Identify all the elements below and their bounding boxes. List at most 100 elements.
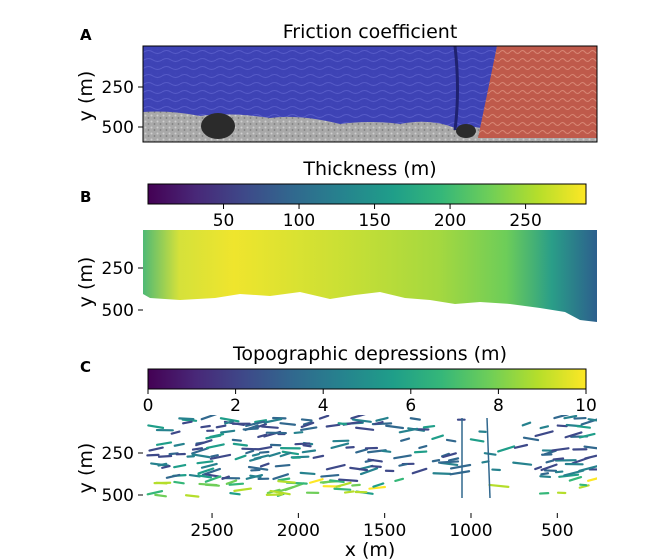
depression-streak xyxy=(253,454,270,460)
colorbar-tick-label: 200 xyxy=(434,211,466,231)
ytick-label: 250 xyxy=(102,78,134,98)
depression-streak xyxy=(558,473,580,478)
depression-streak xyxy=(539,425,550,430)
panel-b: B Thickness (m) 50 100 150 200 250 250 500 y… xyxy=(75,158,597,328)
depression-streak xyxy=(300,418,313,422)
depression-streak xyxy=(221,475,231,480)
depression-streak xyxy=(191,447,210,455)
x-axis-ticks: 2500 2000 1500 1000 500 xyxy=(190,513,574,541)
depression-streak xyxy=(584,454,597,460)
panel-b-ylabel: y (m) xyxy=(75,257,97,308)
depression-streak xyxy=(418,444,428,450)
colorbar-tick-label: 10 xyxy=(575,396,597,416)
xtick-label: 1000 xyxy=(449,521,492,541)
depression-streak xyxy=(191,447,204,451)
depression-streak xyxy=(154,493,167,498)
depression-streak xyxy=(197,467,215,475)
depression-streak xyxy=(181,418,198,422)
depression-streak xyxy=(247,465,269,471)
depression-streak xyxy=(299,471,316,476)
depression-streak xyxy=(422,424,436,429)
depression-streak xyxy=(233,487,252,492)
depression-streak xyxy=(534,430,554,438)
depression-streak xyxy=(254,423,268,429)
depression-streak xyxy=(210,454,219,458)
colorbar-tick-label: 4 xyxy=(318,396,329,416)
depression-streak xyxy=(277,480,296,484)
depression-mark xyxy=(456,124,476,138)
xtick-label: 2000 xyxy=(277,521,320,541)
depression-streak xyxy=(431,459,441,463)
colorbar-tick-label: 6 xyxy=(405,396,416,416)
depression-streak xyxy=(563,469,585,477)
colorbar-tick-label: 0 xyxy=(143,396,154,416)
depression-streak xyxy=(277,477,291,482)
panel-a-ylabel: y (m) xyxy=(75,71,97,122)
depression-streak xyxy=(257,433,268,439)
depression-streak xyxy=(165,473,181,479)
depression-streak xyxy=(512,461,533,466)
depression-streak xyxy=(447,457,460,462)
depression-streak xyxy=(381,449,392,453)
depression-streak xyxy=(318,415,330,420)
depression-streak xyxy=(197,474,212,479)
depression-streak xyxy=(350,415,366,420)
depression-streak xyxy=(279,422,297,426)
depression-streak xyxy=(200,415,218,421)
ytick-label: 500 xyxy=(102,118,134,138)
depression-streak xyxy=(268,451,281,458)
depression-streak xyxy=(338,478,359,482)
depression-streak xyxy=(351,483,361,487)
depression-streak xyxy=(385,424,405,430)
depression-streak xyxy=(191,453,211,459)
panel-letter-c: C xyxy=(80,358,91,376)
depression-streak xyxy=(540,463,558,472)
depression-streak xyxy=(469,438,485,443)
depression-streak xyxy=(148,446,164,452)
depression-streak xyxy=(242,427,259,431)
depression-streak xyxy=(539,475,552,479)
depression-streak xyxy=(258,450,270,454)
depression-streak xyxy=(522,436,540,442)
depression-streak xyxy=(155,441,173,446)
depression-streak xyxy=(325,423,341,428)
depressions-colorbar xyxy=(147,368,587,390)
depression-streak xyxy=(554,470,564,474)
depression-streak xyxy=(579,483,588,487)
depression-streak xyxy=(337,422,348,426)
xtick-label: 1500 xyxy=(363,521,406,541)
ytick-label: 500 xyxy=(102,301,134,321)
depression-streak xyxy=(578,432,596,439)
depression-streak xyxy=(260,425,279,429)
depression-mark xyxy=(201,113,235,139)
depression-streak xyxy=(241,447,260,451)
panel-b-image xyxy=(143,230,597,328)
depression-streak xyxy=(394,477,405,482)
colorbar-tick-label: 250 xyxy=(509,211,541,231)
depression-streak xyxy=(335,481,352,488)
depression-streak xyxy=(370,465,382,468)
depression-streak xyxy=(245,473,264,480)
panel-a-image xyxy=(143,46,597,142)
depression-streak xyxy=(374,420,384,426)
friction-high-region xyxy=(478,46,597,138)
depression-streak xyxy=(146,490,164,496)
depression-streak xyxy=(272,473,290,481)
colorbar-tick-label: 8 xyxy=(493,396,504,416)
depression-streak xyxy=(333,487,352,491)
depression-streak xyxy=(234,454,247,461)
depression-streak xyxy=(552,457,565,461)
friction-low-region xyxy=(143,46,497,128)
depression-streak xyxy=(345,445,355,449)
depression-streak xyxy=(251,452,260,457)
depression-streak xyxy=(432,472,452,475)
depression-streak xyxy=(279,451,292,458)
depression-streak xyxy=(200,424,211,429)
depression-streak xyxy=(173,480,185,485)
depression-streak xyxy=(231,438,243,442)
depression-streak xyxy=(245,420,265,427)
depression-streak xyxy=(170,430,181,435)
depression-streak xyxy=(359,467,379,476)
depression-streak xyxy=(173,442,185,447)
depression-streak xyxy=(200,462,218,469)
